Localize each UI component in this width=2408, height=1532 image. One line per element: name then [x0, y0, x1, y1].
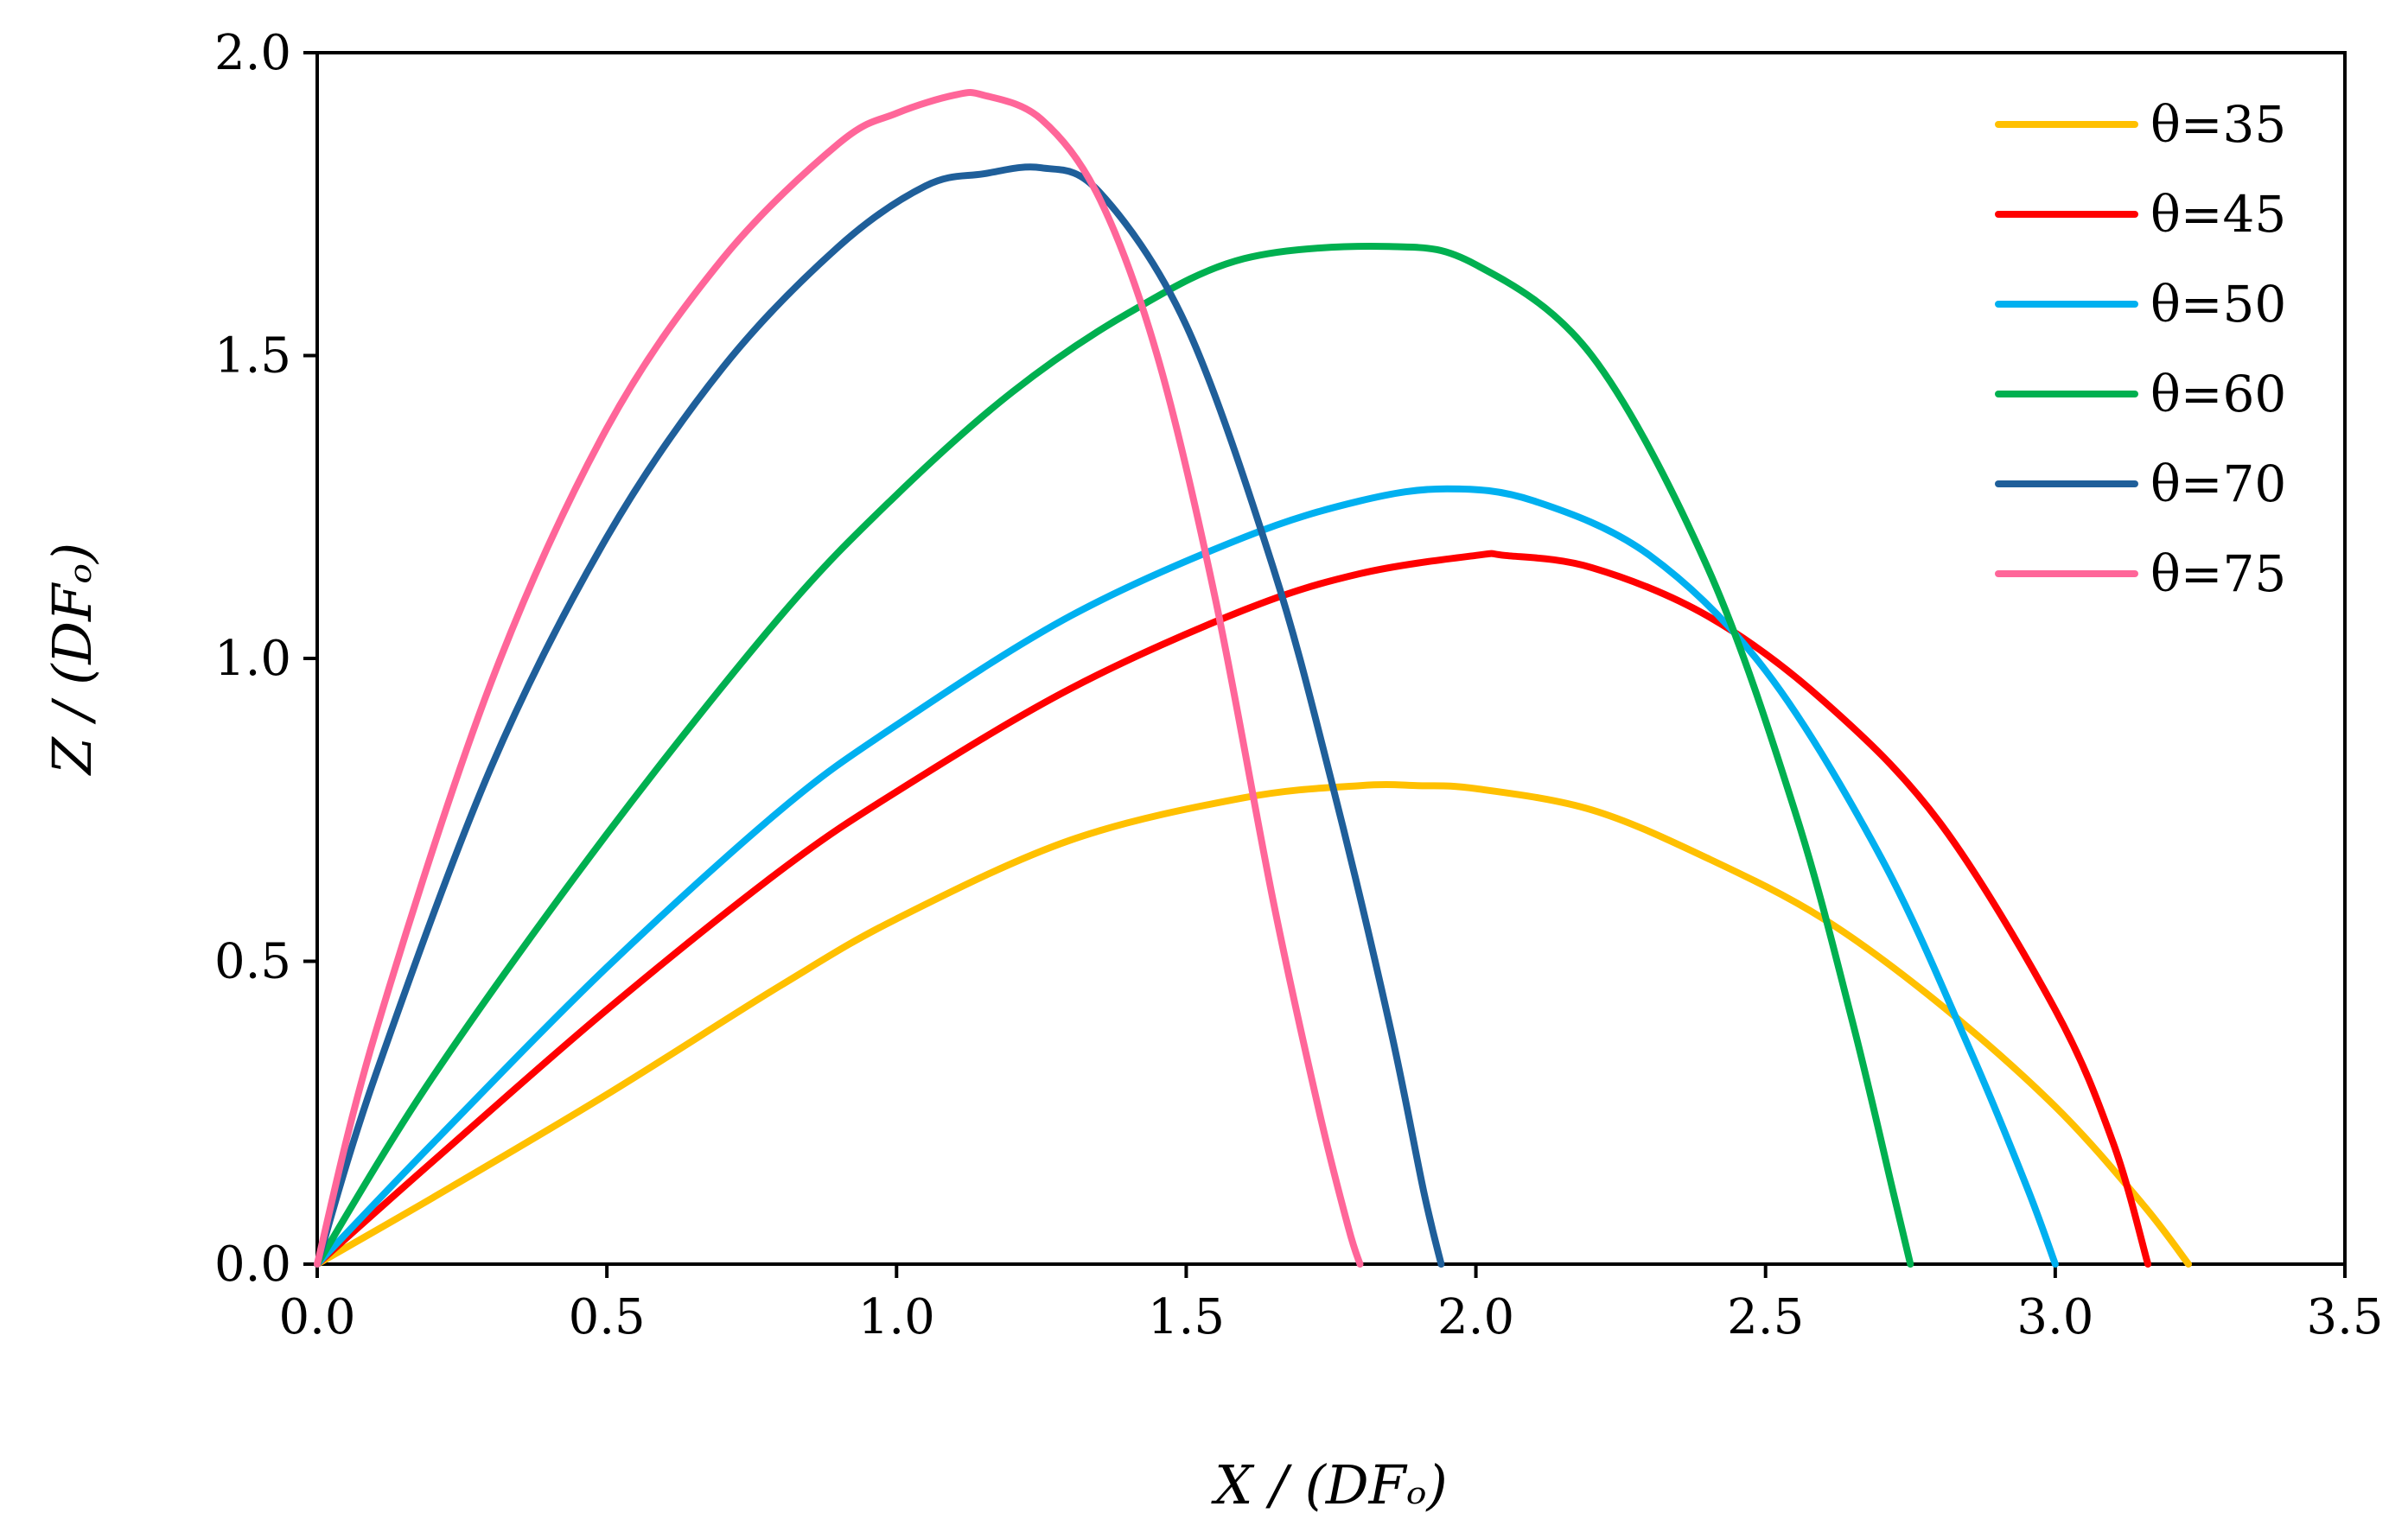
legend-label: θ=60: [2150, 365, 2286, 423]
legend-label: θ=35: [2150, 95, 2286, 154]
legend-label: θ=50: [2150, 275, 2286, 334]
series-line-3: [314, 485, 2059, 1268]
x-axis-ticks: 0.0 0.5 1.0 1.5 2.0 2.5 3.0 3.5: [278, 1264, 2384, 1345]
y-tick-label: 2.0: [214, 25, 291, 81]
series-line-6: [314, 89, 1364, 1268]
x-tick-label: 0.0: [278, 1289, 355, 1345]
y-axis-title: Z / (DFₒ): [41, 543, 104, 776]
legend-label: θ=70: [2150, 455, 2286, 513]
series-lines: [314, 89, 2192, 1268]
series-line-1: [314, 781, 2192, 1268]
y-tick-label: 0.0: [214, 1236, 291, 1293]
x-tick-label: 3.5: [2306, 1289, 2383, 1345]
y-tick-label: 0.5: [214, 934, 291, 990]
x-tick-label: 3.0: [2016, 1289, 2093, 1345]
y-tick-label: 1.0: [214, 631, 291, 687]
series-line-5: [314, 163, 1445, 1268]
x-axis-title: X / (DFₒ): [1211, 1453, 1447, 1516]
x-tick-label: 1.0: [858, 1289, 935, 1345]
legend-label: θ=75: [2150, 544, 2286, 603]
x-tick-label: 0.5: [569, 1289, 646, 1345]
x-tick-label: 1.5: [1148, 1289, 1225, 1345]
y-tick-label: 1.5: [214, 328, 291, 385]
x-tick-label: 2.0: [1437, 1289, 1514, 1345]
legend-label: θ=45: [2150, 185, 2286, 244]
series-line-2: [314, 550, 2152, 1268]
series-line-4: [314, 243, 1914, 1268]
legend: θ=35 θ=45 θ=50 θ=60 θ=70 θ=75: [1995, 95, 2286, 603]
y-axis-ticks: 0.0 0.5 1.0 1.5 2.0: [214, 25, 317, 1293]
x-tick-label: 2.5: [1727, 1289, 1804, 1345]
